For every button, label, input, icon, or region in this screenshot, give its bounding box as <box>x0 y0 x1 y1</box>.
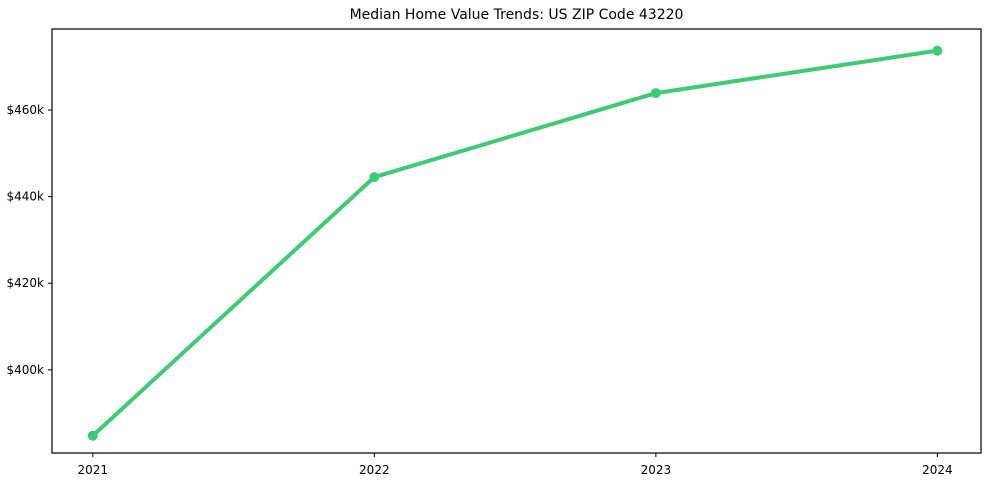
y-tick-label: $440k <box>7 190 45 204</box>
data-point-2022 <box>369 172 380 183</box>
data-point-2024 <box>932 45 943 56</box>
x-tick-label: 2021 <box>78 463 109 477</box>
chart-title: Median Home Value Trends: US ZIP Code 43… <box>349 7 684 23</box>
x-tick-label: 2022 <box>359 463 390 477</box>
data-point-2023 <box>650 88 661 99</box>
plot-frame <box>51 28 982 454</box>
y-tick-label: $460k <box>7 103 45 117</box>
x-tick-label: 2024 <box>922 463 953 477</box>
x-tick-label: 2023 <box>641 463 672 477</box>
data-point-2021 <box>87 430 98 441</box>
series-line-median-home-value <box>90 48 940 438</box>
y-tick-label: $400k <box>7 363 45 377</box>
y-tick-label: $420k <box>7 276 45 290</box>
